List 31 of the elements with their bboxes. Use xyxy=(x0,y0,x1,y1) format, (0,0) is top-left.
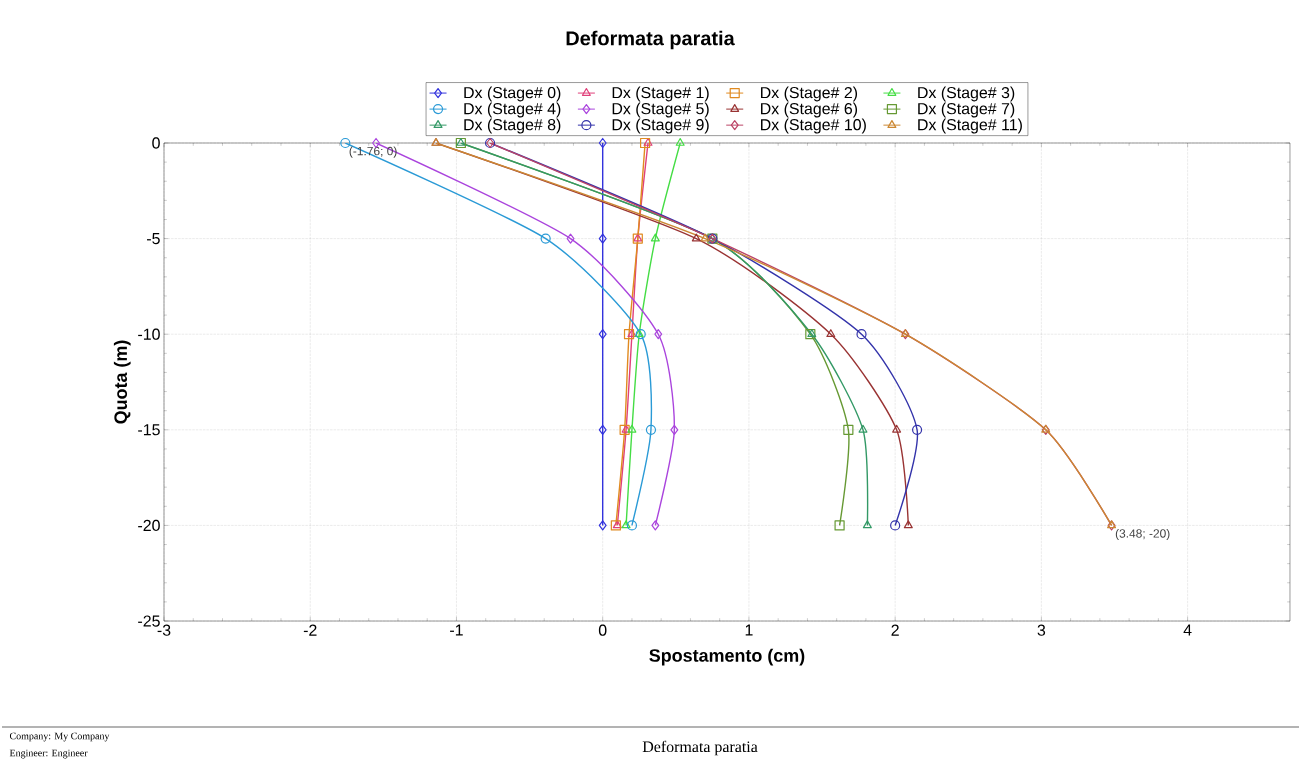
y-tick-label: -5 xyxy=(147,233,160,245)
y-axis-title: Quota (m) xyxy=(113,340,131,424)
legend-label: Dx (Stage# 9) xyxy=(612,118,709,134)
legend-label: Dx (Stage# 1) xyxy=(612,86,709,102)
text: Engineer: Engineer xyxy=(9,749,88,759)
legend-label: Dx (Stage# 8) xyxy=(464,118,561,134)
legend-label: Dx (Stage# 3) xyxy=(918,86,1015,102)
chart-title: Deformata paratia xyxy=(566,30,735,50)
legend-label: Dx (Stage# 6) xyxy=(761,102,858,118)
x-axis-title: Spostamento (cm) xyxy=(649,648,805,666)
x-tick-label: 3 xyxy=(1037,624,1046,636)
x-tick-label: 4 xyxy=(1183,624,1192,636)
legend-label: Dx (Stage# 10) xyxy=(761,118,866,134)
x-tick-label: -1 xyxy=(450,624,463,636)
legend-label: Dx (Stage# 11) xyxy=(918,118,1022,134)
legend-label: Dx (Stage# 4) xyxy=(464,102,561,118)
x-tick-label: 0 xyxy=(598,624,607,636)
text: Company: My Company xyxy=(9,732,110,742)
legend-label: Dx (Stage# 2) xyxy=(761,86,858,102)
y-tick-label: 0 xyxy=(152,137,160,149)
y-tick-label: -20 xyxy=(138,519,160,532)
text: Deformata paratia xyxy=(642,740,758,756)
annotation: (3.48; -20) xyxy=(1115,528,1170,541)
x-tick-label: 1 xyxy=(745,624,753,636)
legend-label: Dx (Stage# 5) xyxy=(612,102,709,118)
x-tick-label: 2 xyxy=(891,624,899,636)
y-tick-label: -10 xyxy=(138,328,160,340)
legend-label: Dx (Stage# 7) xyxy=(918,102,1015,118)
x-tick-label: -2 xyxy=(303,624,317,636)
legend-label: Dx (Stage# 0) xyxy=(464,86,561,102)
y-tick-label: -15 xyxy=(138,424,160,436)
